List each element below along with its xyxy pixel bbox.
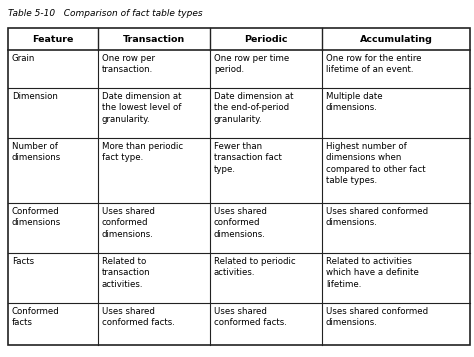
Text: Highest number of
dimensions when
compared to other fact
table types.: Highest number of dimensions when compar… — [326, 142, 426, 185]
Text: Dimension: Dimension — [12, 92, 58, 101]
Text: Related to activities
which have a definite
lifetime.: Related to activities which have a defin… — [326, 257, 419, 289]
Text: Conformed
facts: Conformed facts — [12, 307, 60, 327]
Text: Related to periodic
activities.: Related to periodic activities. — [214, 257, 296, 277]
Text: Related to
transaction
activities.: Related to transaction activities. — [102, 257, 151, 289]
Text: Grain: Grain — [12, 54, 36, 63]
Text: Facts: Facts — [12, 257, 34, 266]
Text: Number of
dimensions: Number of dimensions — [12, 142, 61, 162]
Text: Feature: Feature — [32, 35, 73, 44]
Text: Uses shared conformed
dimensions.: Uses shared conformed dimensions. — [326, 207, 428, 227]
Text: One row for the entire
lifetime of an event.: One row for the entire lifetime of an ev… — [326, 54, 421, 75]
Text: More than periodic
fact type.: More than periodic fact type. — [102, 142, 183, 162]
Text: One row per
transaction.: One row per transaction. — [102, 54, 155, 75]
Text: Transaction: Transaction — [123, 35, 185, 44]
Text: Date dimension at
the lowest level of
granularity.: Date dimension at the lowest level of gr… — [102, 92, 182, 124]
Text: Uses shared
conformed
dimensions.: Uses shared conformed dimensions. — [214, 207, 267, 239]
Text: Date dimension at
the end-of-period
granularity.: Date dimension at the end-of-period gran… — [214, 92, 293, 124]
Text: Multiple date
dimensions.: Multiple date dimensions. — [326, 92, 383, 112]
Text: One row per time
period.: One row per time period. — [214, 54, 289, 75]
Text: Uses shared conformed
dimensions.: Uses shared conformed dimensions. — [326, 307, 428, 327]
Bar — [8, 28, 470, 345]
Text: Uses shared
conformed
dimensions.: Uses shared conformed dimensions. — [102, 207, 155, 239]
Text: Uses shared
conformed facts.: Uses shared conformed facts. — [102, 307, 175, 327]
Text: Periodic: Periodic — [244, 35, 288, 44]
Text: Conformed
dimensions: Conformed dimensions — [12, 207, 61, 227]
Text: Accumulating: Accumulating — [360, 35, 432, 44]
Text: Table 5-10   Comparison of fact table types: Table 5-10 Comparison of fact table type… — [8, 9, 202, 18]
Text: Uses shared
conformed facts.: Uses shared conformed facts. — [214, 307, 287, 327]
Text: Fewer than
transaction fact
type.: Fewer than transaction fact type. — [214, 142, 282, 174]
